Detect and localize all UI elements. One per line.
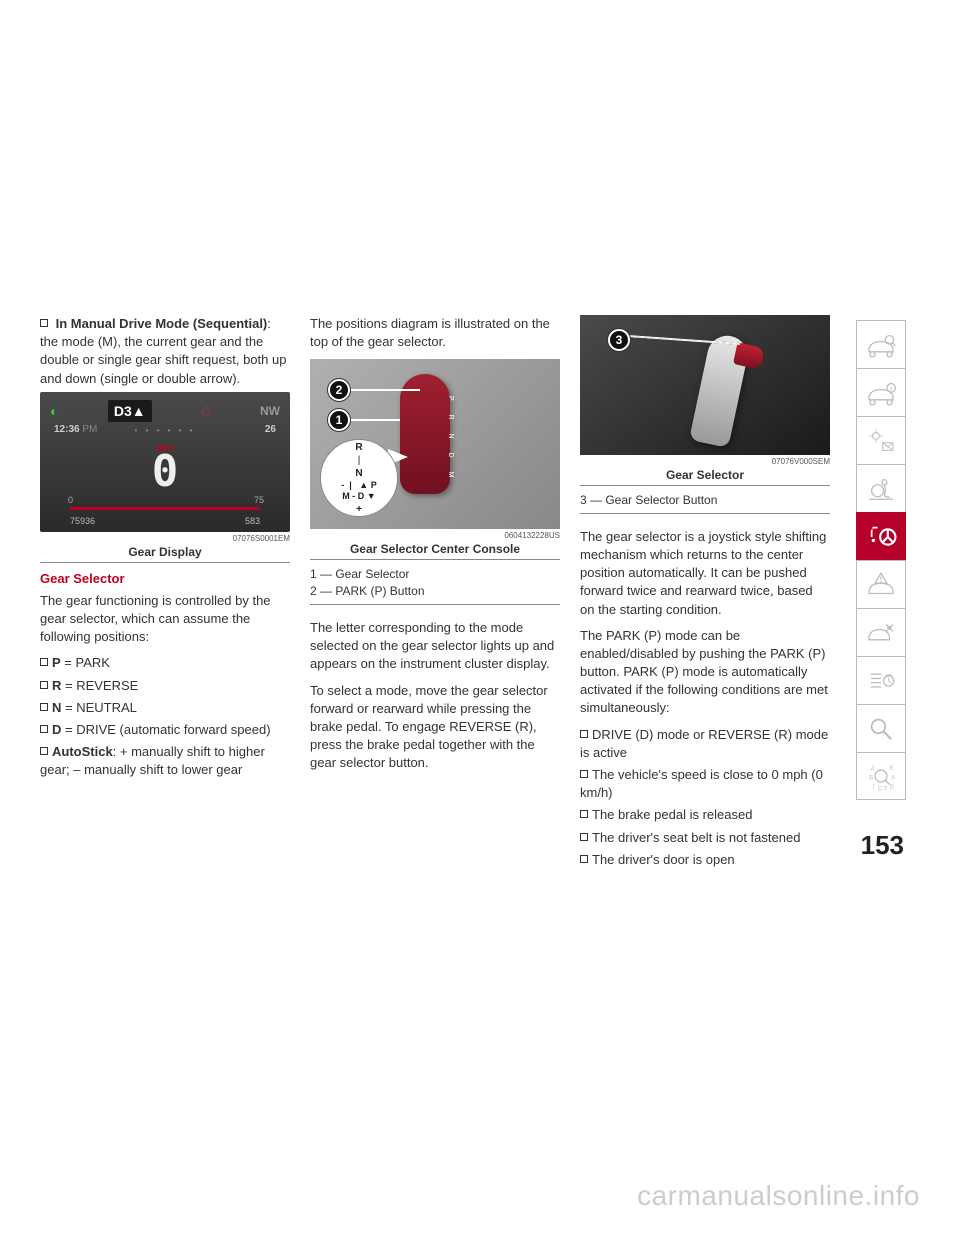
shifter-knob-icon <box>400 374 450 494</box>
figure1-id: 07076S0001EM <box>40 534 290 543</box>
tab-vehicle-search[interactable] <box>856 320 906 368</box>
bullet-icon <box>40 681 48 689</box>
svg-text:D: D <box>890 785 894 791</box>
position-p: P = PARK <box>40 654 290 672</box>
callout-line-2 <box>350 389 420 391</box>
condition-1: DRIVE (D) mode or REVERSE (R) mode is ac… <box>580 726 830 762</box>
shift-pattern-bubble: R | N - | ▲ P M - D ▼ + <box>320 439 398 517</box>
figure3-legend: 3 — Gear Selector Button <box>580 492 830 514</box>
position-n: N = NEUTRAL <box>40 699 290 717</box>
bullet-icon <box>580 855 588 863</box>
svg-text:B: B <box>869 775 873 781</box>
column-1: In Manual Drive Mode (Sequential): the m… <box>40 315 290 873</box>
bullet-icon <box>580 810 588 818</box>
position-r: R = REVERSE <box>40 677 290 695</box>
gear-badge: D3▲ <box>108 400 152 422</box>
column-2: The positions diagram is illustrated on … <box>310 315 560 873</box>
column-3: 3 07076V000SEM Gear Selector 3 — Gear Se… <box>580 315 830 873</box>
tab-vehicle-info[interactable]: i <box>856 368 906 416</box>
bullet-icon <box>40 658 48 666</box>
tab-specs[interactable] <box>856 656 906 704</box>
headlight-icon: ◐ <box>50 403 58 419</box>
condition-3: The brake pedal is released <box>580 806 830 824</box>
page-content: In Manual Drive Mode (Sequential): the m… <box>40 315 830 873</box>
odometer: 75936 <box>70 516 95 526</box>
figure3-id: 07076V000SEM <box>580 457 830 466</box>
bullet-icon <box>580 770 588 778</box>
col2-para2: To select a mode, move the gear selector… <box>310 682 560 773</box>
tab-index[interactable]: Z E B A I C T D <box>856 752 906 800</box>
svg-text:C: C <box>878 786 883 792</box>
speed-scale <box>70 507 260 510</box>
gear-selector-heading: Gear Selector <box>40 571 290 586</box>
legend-2: 2 — PARK (P) Button <box>310 583 560 600</box>
col3-para1: The gear selector is a joystick style sh… <box>580 528 830 619</box>
bullet-icon <box>580 833 588 841</box>
compass-direction: NW <box>260 404 280 418</box>
speed-value: 0 <box>152 450 179 494</box>
chapter-tabs: i Z E B A I C T D <box>856 320 906 800</box>
col2-para1: The letter corresponding to the mode sel… <box>310 619 560 674</box>
col2-intro: The positions diagram is illustrated on … <box>310 315 560 351</box>
legend-3: 3 — Gear Selector Button <box>580 492 830 509</box>
callout-3: 3 <box>608 329 630 351</box>
bullet-icon <box>40 725 48 733</box>
tab-starting-driving[interactable] <box>856 512 906 560</box>
figure-gear-display: ◐ D3▲ ⌂ NW 12:36 PM 26 • • • • • • MPH 0… <box>40 392 290 532</box>
bullet-icon <box>40 703 48 711</box>
svg-text:A: A <box>891 775 895 781</box>
callout-line-1 <box>350 419 400 421</box>
gear-selector-intro: The gear functioning is controlled by th… <box>40 592 290 647</box>
svg-text:I: I <box>873 785 875 791</box>
condition-2: The vehicle's speed is close to 0 mph (0… <box>580 766 830 802</box>
tab-warning[interactable] <box>856 560 906 608</box>
page-dots-icon: • • • • • • <box>135 426 196 435</box>
condition-5: The driver's door is open <box>580 851 830 869</box>
tab-airbag[interactable] <box>856 464 906 512</box>
figure2-id: 0604132228US <box>310 531 560 540</box>
callout-2: 2 <box>328 379 350 401</box>
figure-selector-button: 3 <box>580 315 830 455</box>
position-autostick: AutoStick: + manually shift to higher ge… <box>40 743 290 779</box>
position-d: D = DRIVE (automatic forward speed) <box>40 721 290 739</box>
page-number: 153 <box>861 830 904 861</box>
car-silhouette-icon: ⌂ <box>201 402 211 420</box>
tab-lights[interactable] <box>856 416 906 464</box>
watermark: carmanualsonline.info <box>637 1180 920 1212</box>
figure-console: R | N - | ▲ P M - D ▼ + 1 2 <box>310 359 560 529</box>
bullet-icon <box>40 747 48 755</box>
manual-mode-label: In Manual Drive Mode (Sequential) <box>56 316 268 331</box>
figure1-caption: Gear Display <box>40 545 290 563</box>
manual-mode-item: In Manual Drive Mode (Sequential): the m… <box>40 315 290 388</box>
svg-text:Z: Z <box>871 766 875 772</box>
bullet-icon <box>580 730 588 738</box>
tab-service[interactable] <box>856 608 906 656</box>
col3-para2: The PARK (P) mode can be enabled/disable… <box>580 627 830 718</box>
svg-text:T: T <box>884 786 888 792</box>
figure3-caption: Gear Selector <box>580 468 830 486</box>
legend-1: 1 — Gear Selector <box>310 566 560 583</box>
clock-time: 12:36 PM <box>54 424 97 435</box>
tab-search[interactable] <box>856 704 906 752</box>
figure2-caption: Gear Selector Center Console <box>310 542 560 560</box>
condition-4: The driver's seat belt is not fastened <box>580 829 830 847</box>
temperature: 26 <box>265 424 276 435</box>
callout-1: 1 <box>328 409 350 431</box>
bullet-icon <box>40 319 48 327</box>
svg-text:E: E <box>890 766 894 772</box>
trip-meter: 583 <box>245 516 260 526</box>
figure2-legend: 1 — Gear Selector 2 — PARK (P) Button <box>310 566 560 605</box>
